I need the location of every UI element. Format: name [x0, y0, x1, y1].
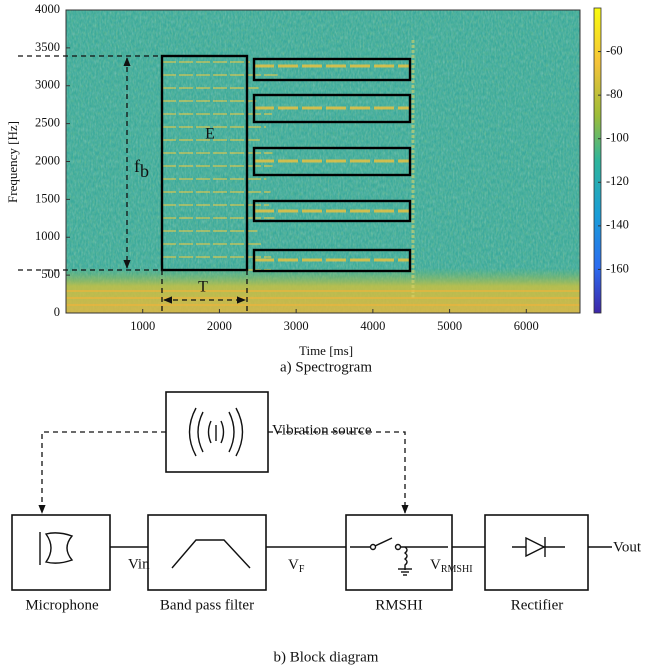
- colorbar: [593, 7, 602, 314]
- signal-symbol: V: [430, 557, 441, 573]
- block-diagram: Vibration source Vin VF VRMSHI: [11, 391, 642, 665]
- colorbar-tick-label: -120: [606, 174, 629, 188]
- block-label: Microphone: [25, 597, 99, 613]
- colorbar-tick-label: -160: [606, 261, 629, 275]
- y-tick-label: 2000: [35, 153, 60, 167]
- filter-icon: [171, 539, 251, 569]
- source-label: Vibration source: [272, 422, 372, 438]
- duration-label: T: [198, 279, 208, 296]
- caption: b) Block diagram: [274, 649, 379, 665]
- signal-label: VRMSHI: [430, 557, 473, 575]
- signal-label: Vout: [613, 539, 642, 555]
- harmonic-box: [252, 146, 412, 177]
- y-tick-label: 1500: [35, 191, 60, 205]
- rectifier-block: [484, 514, 589, 591]
- colorbar-tick-label: -140: [606, 218, 629, 232]
- y-axis-label: Frequency [Hz]: [5, 121, 20, 203]
- signal-label: VF: [288, 557, 305, 575]
- x-tick-label: 2000: [207, 319, 232, 333]
- y-tick-label: 1000: [35, 229, 60, 243]
- energy-box: [160, 54, 249, 272]
- axes: 1000 2000 3000 4000 5000 6000 0 500 1000 1500 2000…: [35, 2, 629, 333]
- x-axis-label: Time [ms]: [299, 343, 353, 358]
- block-label: Rectifier: [511, 597, 563, 613]
- y-tick-label: 2500: [35, 116, 60, 130]
- bandwidth-subscript: b: [140, 161, 149, 181]
- harmonic-box: [252, 93, 412, 124]
- harmonic-box: [252, 248, 412, 273]
- block-label: RMSHI: [375, 597, 423, 613]
- x-tick-label: 5000: [437, 319, 462, 333]
- spectrogram: E fb T 1000 2000 3000 4000 5000 6000050010001…: [5, 2, 629, 376]
- x-tick-label: 4000: [360, 319, 385, 333]
- vibration-icon: [188, 407, 244, 457]
- colorbar-tick-label: -100: [606, 131, 629, 145]
- y-tick-label: 3500: [35, 40, 60, 54]
- x-tick-label: 6000: [514, 319, 539, 333]
- signal-label: Vin: [128, 556, 150, 572]
- bandwidth-label: fb: [134, 156, 149, 181]
- microphone-block: [11, 514, 111, 591]
- vibration-source-block: [165, 391, 269, 473]
- rmshi-block: [345, 514, 453, 591]
- microphone-icon: [39, 532, 74, 565]
- y-tick-label: 3000: [35, 78, 60, 92]
- diode-icon: [512, 536, 565, 558]
- signal-subscript: RMSHI: [441, 564, 473, 575]
- spectrogram-texture: [66, 10, 580, 313]
- filter-block: [147, 514, 267, 591]
- block-label: Band pass filter: [160, 597, 254, 613]
- coupling-arrow: [268, 431, 409, 514]
- harmonic-box: [252, 199, 412, 223]
- y-tick-label: 500: [41, 267, 60, 281]
- caption: a) Spectrogram: [280, 359, 372, 375]
- rmshi-icon: [350, 537, 448, 576]
- x-tick-label: 3000: [284, 319, 309, 333]
- harmonic-box: [252, 57, 412, 82]
- colorbar-tick-label: -80: [606, 87, 623, 101]
- y-tick-label: 4000: [35, 2, 60, 16]
- y-tick-label: 0: [54, 305, 60, 319]
- signal-subscript: F: [299, 564, 305, 575]
- signal-symbol: V: [288, 557, 299, 573]
- coupling-arrow: [38, 431, 166, 514]
- bandwidth-symbol: f: [134, 156, 140, 176]
- colorbar-tick-label: -60: [606, 43, 623, 57]
- x-tick-label: 1000: [130, 319, 155, 333]
- energy-label: E: [205, 126, 215, 143]
